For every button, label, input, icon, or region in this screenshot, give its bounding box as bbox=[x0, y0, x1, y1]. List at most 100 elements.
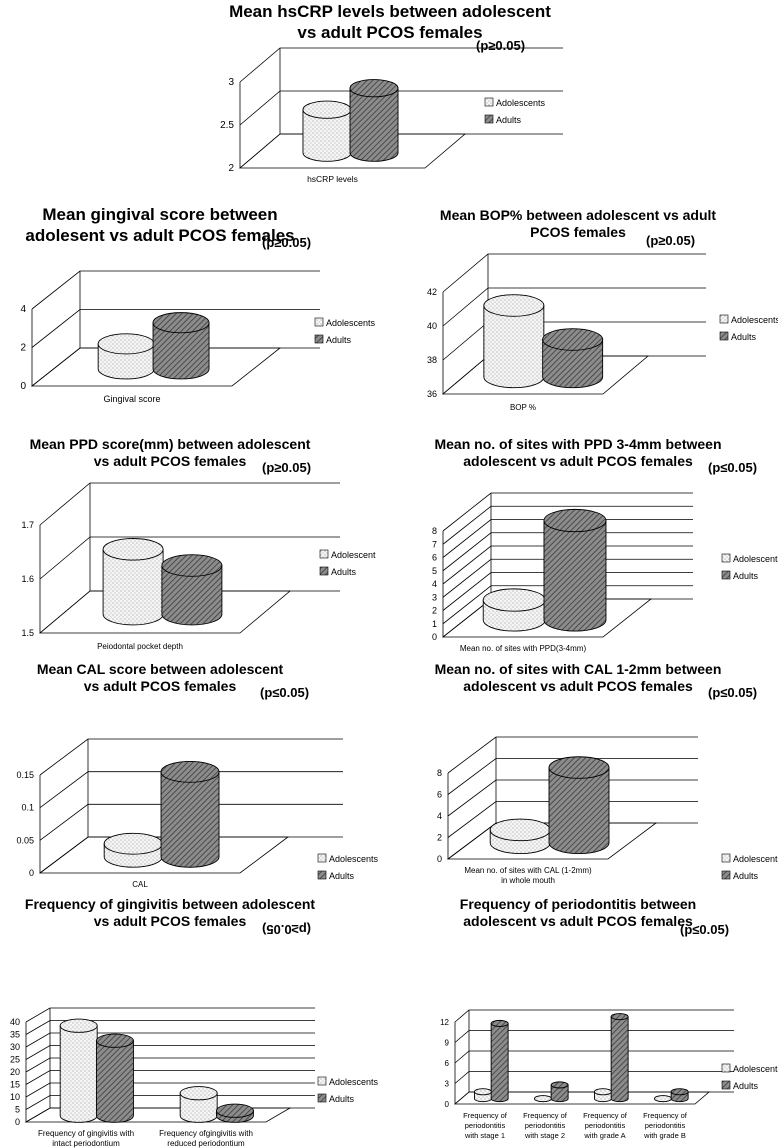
bar-adults bbox=[542, 339, 604, 389]
bar-adults bbox=[548, 767, 610, 855]
legend-label: Adults bbox=[731, 332, 757, 342]
chart-plot: 1.5 1.6 1.7 Peiodontal pocket depth Adolesce… bbox=[21, 482, 376, 651]
y-tick-label: 42 bbox=[427, 287, 437, 297]
gridline bbox=[239, 47, 563, 83]
y-tick-label: 0.05 bbox=[16, 835, 34, 845]
bar-top-adolescents bbox=[594, 1088, 612, 1096]
y-tick-label: 30 bbox=[10, 1042, 20, 1052]
bar-adults bbox=[610, 1016, 629, 1103]
bar-top-adults bbox=[160, 760, 220, 783]
floor bbox=[24, 1107, 292, 1123]
legend-swatch bbox=[721, 570, 731, 580]
legend-swatch bbox=[721, 1080, 731, 1090]
bar-top-adults bbox=[161, 554, 223, 577]
y-tick-label: 0 bbox=[29, 868, 34, 878]
chart-hscrp: Mean hsCRP levels between adolescent vs … bbox=[0, 0, 778, 190]
bar-adults bbox=[543, 520, 607, 632]
chart-title: Mean CAL score between adolescent vs adu… bbox=[36, 661, 284, 695]
bar-adults bbox=[152, 322, 210, 380]
floor bbox=[441, 598, 653, 638]
y-tick-label: 4 bbox=[432, 579, 437, 589]
chart-title: Mean gingival score between adolesent vs… bbox=[25, 205, 295, 245]
y-tick-label: 3 bbox=[432, 592, 437, 602]
floor bbox=[38, 590, 292, 634]
y-tick-label: 5 bbox=[432, 566, 437, 576]
chart-cal: Mean CAL score between adolescent vs adu… bbox=[0, 655, 390, 890]
p-value: (p≤0.05) bbox=[708, 685, 758, 700]
legend-label: Adults bbox=[733, 871, 759, 881]
bar-top-adults bbox=[670, 1088, 689, 1096]
legend-label: Adolescents bbox=[733, 854, 778, 864]
legend-label: Adolescent bbox=[331, 550, 376, 560]
y-tick-label: 0 bbox=[432, 632, 437, 642]
bar-top-adults bbox=[548, 756, 610, 779]
y-tick-label: 3 bbox=[445, 1080, 450, 1089]
legend-label: Adolescents bbox=[326, 318, 376, 328]
y-tick-label: 4 bbox=[20, 304, 26, 315]
chart-title: Mean PPD score(mm) between adolescent vs… bbox=[29, 436, 311, 470]
y-tick-label: 3 bbox=[228, 77, 234, 88]
x-category-label: Mean no. of sites with CAL (1-2mm) bbox=[464, 866, 592, 875]
legend-label: Adolescents bbox=[733, 554, 778, 564]
y-tick-label: 6 bbox=[445, 1059, 450, 1068]
legend-label: Adolescents bbox=[329, 1077, 379, 1087]
chart-periodontitis-frequency: Frequency of periodontitis between adole… bbox=[388, 890, 778, 1148]
legend-label: Adults bbox=[733, 571, 759, 581]
y-tick-label: 40 bbox=[10, 1017, 20, 1027]
floor bbox=[30, 347, 282, 387]
chart-title: Mean hsCRP levels between adolescent vs … bbox=[229, 2, 551, 42]
y-tick-label: 8 bbox=[437, 768, 442, 778]
legend-label: Adults bbox=[326, 335, 352, 345]
x-category-label: hsCRP levels bbox=[307, 174, 358, 184]
chart-title: Mean BOP% between adolescent vs adult PC… bbox=[439, 207, 717, 241]
y-tick-label: 0 bbox=[445, 1100, 450, 1109]
legend-swatch bbox=[721, 870, 731, 880]
bar-adults bbox=[550, 1084, 569, 1103]
x-category-label: Frequency of gingivitis with bbox=[38, 1129, 134, 1138]
legend-label: Adults bbox=[733, 1081, 759, 1091]
chart-bop: Mean BOP% between adolescent vs adult PC… bbox=[388, 195, 778, 415]
gridline bbox=[31, 270, 320, 310]
y-tick-label: 4 bbox=[437, 811, 442, 821]
y-tick-label: 40 bbox=[427, 321, 437, 331]
bar-top-adults bbox=[349, 79, 399, 98]
x-category-label: Frequency ofgingivitis with bbox=[159, 1129, 253, 1138]
floor bbox=[453, 1091, 711, 1105]
bar-top-adolescents bbox=[103, 832, 163, 855]
legend-label: Adults bbox=[496, 115, 522, 125]
bar-adults bbox=[349, 87, 399, 162]
y-tick-label: 0.15 bbox=[16, 770, 34, 780]
bar-top-adults bbox=[215, 1103, 254, 1118]
chart-title: Mean no. of sites with CAL 1-2mm between… bbox=[434, 661, 722, 695]
gridline bbox=[442, 253, 706, 293]
y-tick-label: 7 bbox=[432, 539, 437, 549]
y-tick-label: 1 bbox=[432, 619, 437, 629]
y-tick-label: 20 bbox=[10, 1067, 20, 1077]
floor bbox=[441, 355, 650, 395]
bar-top-adolescents bbox=[534, 1095, 552, 1103]
y-tick-label: 0 bbox=[15, 1117, 20, 1127]
y-tick-label: 1.7 bbox=[21, 520, 34, 530]
legend-swatch bbox=[484, 114, 494, 124]
y-tick-label: 35 bbox=[10, 1030, 20, 1040]
bar-adolescents bbox=[59, 1025, 98, 1123]
bar-top-adults bbox=[543, 508, 607, 533]
chart-gingival-score: Mean gingival score between adolesent vs… bbox=[0, 195, 390, 415]
chart-title: Frequency of gingivitis between adolesce… bbox=[24, 896, 316, 930]
legend-swatch bbox=[319, 549, 329, 559]
legend-swatch bbox=[721, 553, 731, 563]
bar-top-adults bbox=[610, 1013, 629, 1021]
x-category-label: Frequency of bbox=[463, 1111, 508, 1120]
chart-plot: 36 38 40 42 BOP % Adolescents Adults bbox=[427, 253, 778, 412]
bar-top-adolescents bbox=[654, 1095, 672, 1103]
x-category-label: Frequency of bbox=[583, 1111, 628, 1120]
legend-swatch bbox=[721, 853, 731, 863]
bar-adults bbox=[95, 1040, 134, 1123]
bar-top-adolescents bbox=[179, 1086, 218, 1101]
legend-label: Adolescents bbox=[733, 1064, 778, 1074]
chart-title: Frequency of periodontitis between adole… bbox=[459, 896, 697, 930]
legend-swatch bbox=[484, 97, 494, 107]
gridline bbox=[239, 133, 563, 169]
y-tick-label: 2.5 bbox=[220, 120, 234, 131]
